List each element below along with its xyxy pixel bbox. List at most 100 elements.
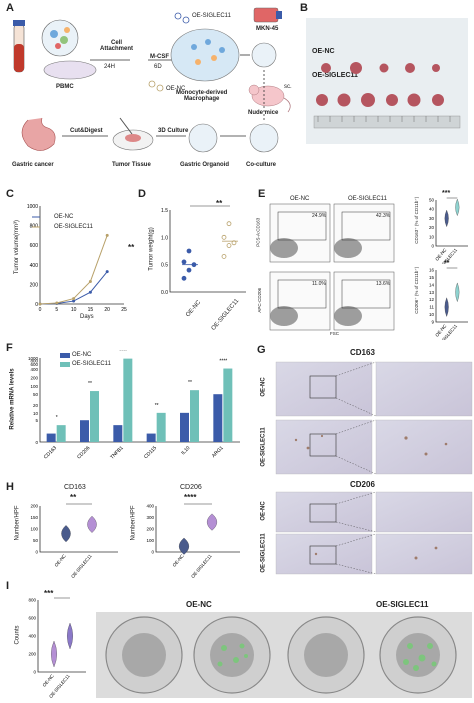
chart-c-ytick: 1000 xyxy=(27,204,38,210)
violin-e1-ylabel: CD163⁺ (% of CD11b⁺) xyxy=(414,196,420,244)
chart-d-ytick: 0.5 xyxy=(161,263,168,269)
tumor-weight-chart: 0.0 0.5 1.0 1.5 xyxy=(161,205,246,296)
chart-f-star: ** xyxy=(155,403,159,409)
chart-d-sig: ** xyxy=(216,199,223,208)
violin-ytick: 14 xyxy=(429,282,435,287)
violin-ytick: 12 xyxy=(429,297,435,302)
panel-h-right: 0 100 200 300 400 OE-NC OE-SIGLEC11 CD206 ****… xyxy=(130,484,246,580)
i-ylabel: Counts xyxy=(14,625,21,645)
mcsf-label: M-CSF xyxy=(150,54,169,60)
chart-f-axes xyxy=(39,358,240,443)
panel-label-c: C xyxy=(6,188,14,200)
24h-label: 24H xyxy=(104,64,116,70)
cell-attachment-label: Cell Attachment xyxy=(100,40,134,52)
ihc-cd163-title: CD163 xyxy=(350,348,375,357)
ihc-images xyxy=(275,361,473,575)
gastric-organoid-label: Gastric Organoid xyxy=(180,162,230,168)
violin-shape xyxy=(206,513,218,531)
cd163-hpf-violin: 0 50 100 150 200 OE-NC OE-SIGLEC11 xyxy=(30,504,118,579)
chart-d-ylabel: Tumor weight(g) xyxy=(148,227,155,271)
h1-title: CD163 xyxy=(64,484,86,491)
chart-f-bar xyxy=(156,412,166,442)
chart-c-point xyxy=(38,302,42,306)
chart-f-bar xyxy=(46,433,56,442)
chart-c-xtick: 5 xyxy=(55,307,58,313)
chart-c-ytick: 400 xyxy=(30,263,39,269)
chart-f-ytick: 800 xyxy=(30,359,38,364)
oe-nc-virus-label: OE-NC xyxy=(166,86,186,92)
violin-ytick: 0 xyxy=(151,550,154,555)
wells-oe-siglec11-title: OE-SIGLEC11 xyxy=(376,600,429,609)
violin-shape xyxy=(455,282,460,303)
violin-e2-ylabel: CD206⁺ (% of CD11b⁺) xyxy=(414,266,420,314)
chart-c-ylabel: Tumor volume(mm³) xyxy=(14,219,21,275)
chart-c-xtick: 20 xyxy=(104,307,110,313)
chart-f-bar xyxy=(223,368,233,442)
i-sig: *** xyxy=(44,589,54,598)
panel-label-a: A xyxy=(6,2,14,14)
h2-title: CD206 xyxy=(180,484,202,491)
chart-c-legend-1: OE-NC xyxy=(54,214,74,220)
flow-pct-1: 24.9% xyxy=(312,213,327,219)
chart-f-star: **** xyxy=(119,350,127,355)
chart-f-star: * xyxy=(56,415,58,421)
chart-d-point xyxy=(226,243,232,248)
violin-axes xyxy=(155,506,240,553)
violin-ytick: 10 xyxy=(429,312,435,317)
tumor-row-oe-siglec11-label: OE-SIGLEC11 xyxy=(312,72,358,79)
chart-c-xtick: 25 xyxy=(121,307,127,313)
panel-f-bar-chart: 0 5 10 20 50 100 200 400 600 800 1000 * CD163 ** CD206… xyxy=(10,349,244,470)
chart-c-xtick: 0 xyxy=(39,307,42,313)
violin-ytick: 400 xyxy=(28,634,36,639)
chart-f-bar xyxy=(180,412,189,442)
flow-pct-2: 42.3% xyxy=(376,213,391,219)
violin-ytick: 15 xyxy=(429,275,435,280)
chart-d-axes xyxy=(169,210,246,293)
panel-i-violin: 0 200 400 600 800 OE-NC OE-SIGLEC11 *** Counts xyxy=(14,588,92,699)
violin-shape xyxy=(178,537,190,555)
h2-sig: **** xyxy=(184,493,197,502)
violin-shape xyxy=(87,515,97,533)
violin-ytick: 0 xyxy=(33,670,36,675)
chart-f-category: CD206 xyxy=(76,445,91,460)
ihc-cd206-title: CD206 xyxy=(350,480,375,489)
panel-e-flow: OE-NC OE-SIGLEC11 24.9% 42.3% 11.0% 13.6… xyxy=(255,196,412,338)
flow-plots xyxy=(269,203,395,331)
pbmc-label: PBMC xyxy=(56,84,74,90)
violin-shape xyxy=(444,209,449,228)
violin-axes xyxy=(39,506,118,553)
chart-f-bar xyxy=(190,390,199,442)
panel-e-violin-bot: 9 10 11 12 13 14 15 16 OE-NC OE-SIGLEC11 CD206⁺ (… xyxy=(414,260,472,349)
violin-ytick: 200 xyxy=(30,504,38,509)
chart-c-ytick: 0 xyxy=(35,302,38,308)
violin-ytick: 13 xyxy=(429,290,435,295)
chart-f-ytick: 50 xyxy=(33,392,39,397)
violin-axes xyxy=(435,200,468,247)
panel-h-left: 0 50 100 150 200 OE-NC OE-SIGLEC11 CD163 ** Nu… xyxy=(14,484,124,580)
chart-f-bar xyxy=(90,391,99,442)
blood-tube-icon xyxy=(13,20,25,73)
chart-c-point xyxy=(72,299,76,303)
chart-f-bar xyxy=(56,425,66,442)
panel-label-i: I xyxy=(6,580,10,592)
violin-ytick: 50 xyxy=(33,538,39,543)
chart-f-ytick: 20 xyxy=(33,403,39,408)
chart-c-xlabel: Days xyxy=(80,314,94,320)
h2-ylabel: Number/HPF xyxy=(130,505,137,541)
panel-label-e: E xyxy=(258,188,266,200)
violin-ytick: 600 xyxy=(28,616,36,621)
chart-f-ytick: 1000 xyxy=(28,356,39,361)
tumor-photo-drawing xyxy=(313,62,461,129)
chart-f-category: CD163 xyxy=(43,445,58,460)
violin-ytick: 100 xyxy=(30,527,38,532)
nude-mouse-icon xyxy=(248,84,291,113)
chart-d-point xyxy=(186,267,192,273)
violin-axes xyxy=(37,600,86,673)
chart-d-point xyxy=(221,234,227,240)
chart-f-ytick: 100 xyxy=(30,384,38,389)
violin-ytick: 10 xyxy=(429,234,435,239)
oe-siglec11-virus-label: OE-SIGLEC11 xyxy=(192,13,231,19)
chart-f-bar xyxy=(146,433,156,442)
chart-f-legend-2: OE-SIGLEC11 xyxy=(72,361,111,367)
chart-f-star: ** xyxy=(188,380,192,386)
